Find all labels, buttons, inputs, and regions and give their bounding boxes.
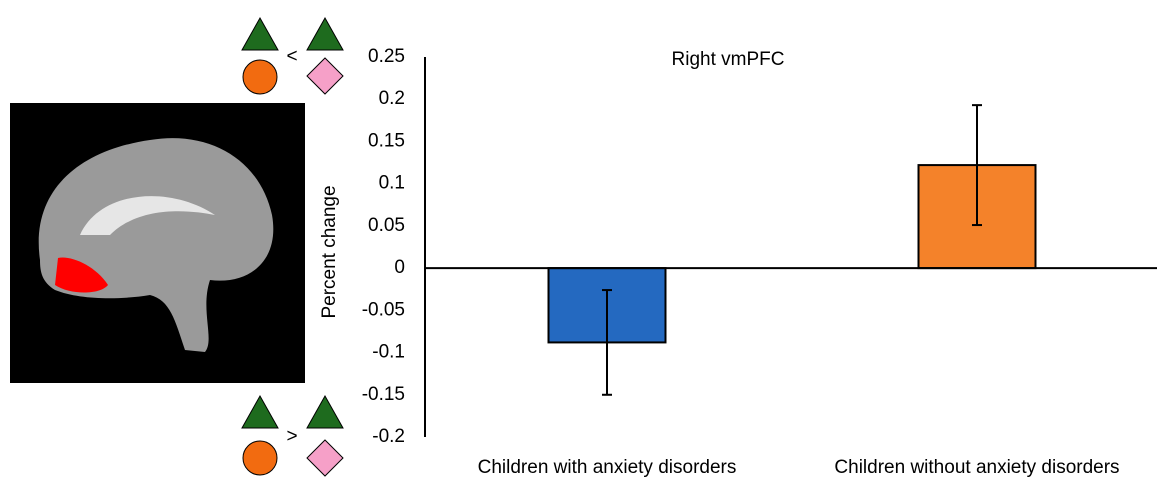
y-tick-label: 0.15 <box>368 130 405 151</box>
annotation: < <box>286 46 297 67</box>
y-tick-label: 0.25 <box>368 46 405 67</box>
y-tick-label: -0.05 <box>362 299 405 320</box>
annotation: > <box>286 426 297 447</box>
x-tick-label: Children without anxiety disorders <box>834 457 1119 478</box>
x-tick-label: Children with anxiety disorders <box>478 457 737 478</box>
y-tick-label: -0.2 <box>372 426 405 447</box>
y-tick-label: 0.05 <box>368 215 405 236</box>
y-tick-label: -0.1 <box>372 342 405 363</box>
chart: < > Right vmPFC Percent change 0.25 0.2 0.… <box>0 0 1159 481</box>
y-tick-label: 0.2 <box>379 88 405 109</box>
chart-title: Right vmPFC <box>672 49 785 70</box>
brain-image <box>10 103 305 383</box>
y-tick-label: -0.15 <box>362 384 405 405</box>
y-axis-label: Percent change <box>319 185 340 318</box>
y-tick-label: 0.1 <box>379 173 405 194</box>
y-tick-label: 0 <box>394 257 405 278</box>
